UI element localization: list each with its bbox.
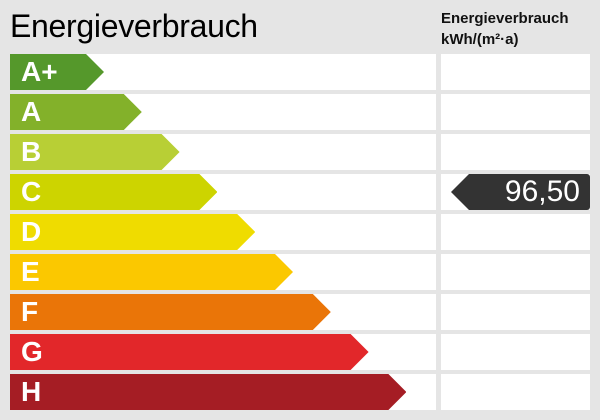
class-arrow: F: [10, 294, 331, 330]
class-label: F: [21, 296, 39, 327]
class-label: D: [21, 216, 42, 247]
class-label: G: [21, 336, 43, 367]
value-cell: [441, 334, 590, 370]
consumption-value: 96,50: [504, 175, 580, 208]
page-title: Energieverbrauch: [10, 8, 258, 44]
class-arrow: H: [10, 374, 407, 410]
class-row-h: H: [10, 374, 436, 410]
class-row-f: F: [10, 294, 436, 330]
class-arrow: G: [10, 334, 369, 370]
class-label: B: [21, 136, 42, 167]
value-cell: [441, 214, 590, 250]
class-row-e: E: [10, 254, 436, 290]
class-label: E: [21, 256, 40, 287]
class-arrow: C: [10, 174, 218, 210]
class-label: C: [21, 176, 42, 207]
value-cell: [441, 254, 590, 290]
class-row-c: C: [10, 174, 436, 210]
value-cell: [441, 294, 590, 330]
class-row-b: B: [10, 134, 436, 170]
value-cell: [441, 374, 590, 410]
class-label: H: [21, 376, 42, 407]
class-arrow: A+: [10, 54, 104, 90]
class-row-g: G: [10, 334, 436, 370]
unit-line-2: kWh/(m²·a): [441, 31, 519, 48]
class-row-d: D: [10, 214, 436, 250]
class-label: A+: [21, 56, 58, 87]
value-cell: [441, 54, 590, 90]
consumption-value-indicator: 96,50: [451, 174, 590, 210]
unit-line-1: Energieverbrauch: [441, 10, 569, 27]
class-row-a: A: [10, 94, 436, 130]
value-cell: [441, 94, 590, 130]
class-label: A: [21, 96, 42, 127]
value-cell: [441, 134, 590, 170]
class-arrow: E: [10, 254, 293, 290]
class-arrow: B: [10, 134, 180, 170]
unit-label: Energieverbrauch kWh/(m²·a): [441, 8, 569, 50]
class-arrow: D: [10, 214, 256, 250]
class-row-a-plus: A+: [10, 54, 436, 90]
class-arrow: A: [10, 94, 142, 130]
